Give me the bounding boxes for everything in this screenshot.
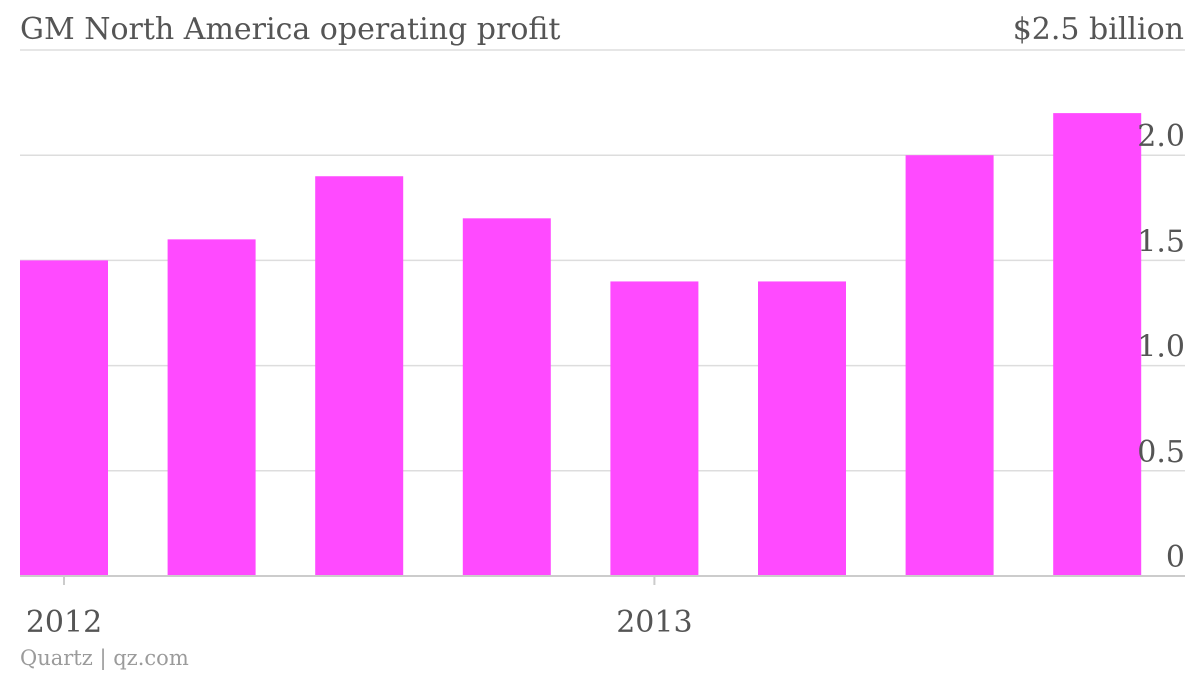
- bars: [20, 113, 1142, 577]
- bar: [758, 281, 846, 576]
- y-tick-label: 2.0: [1137, 119, 1185, 154]
- chart-title: GM North America operating profit: [20, 12, 561, 47]
- bar: [20, 260, 108, 576]
- axes: 0 0.5 1.0 1.5 2.0 2012 2013: [20, 119, 1185, 640]
- bar: [167, 239, 256, 577]
- bar: [610, 281, 699, 576]
- y-tick-label: 0: [1166, 540, 1185, 575]
- bar: [905, 155, 994, 576]
- bar: [1053, 113, 1142, 577]
- x-tick-label: 2012: [26, 605, 102, 640]
- y-tick-label: 1.5: [1137, 224, 1185, 259]
- x-tick-label: 2013: [616, 605, 692, 640]
- source-credit: Quartz | qz.com: [20, 646, 189, 670]
- y-axis-max-label: $2.5 billion: [1012, 12, 1184, 47]
- y-tick-label: 0.5: [1137, 435, 1185, 470]
- y-tick-label: 1.0: [1137, 330, 1185, 365]
- bar: [315, 176, 404, 577]
- bar: [462, 218, 551, 576]
